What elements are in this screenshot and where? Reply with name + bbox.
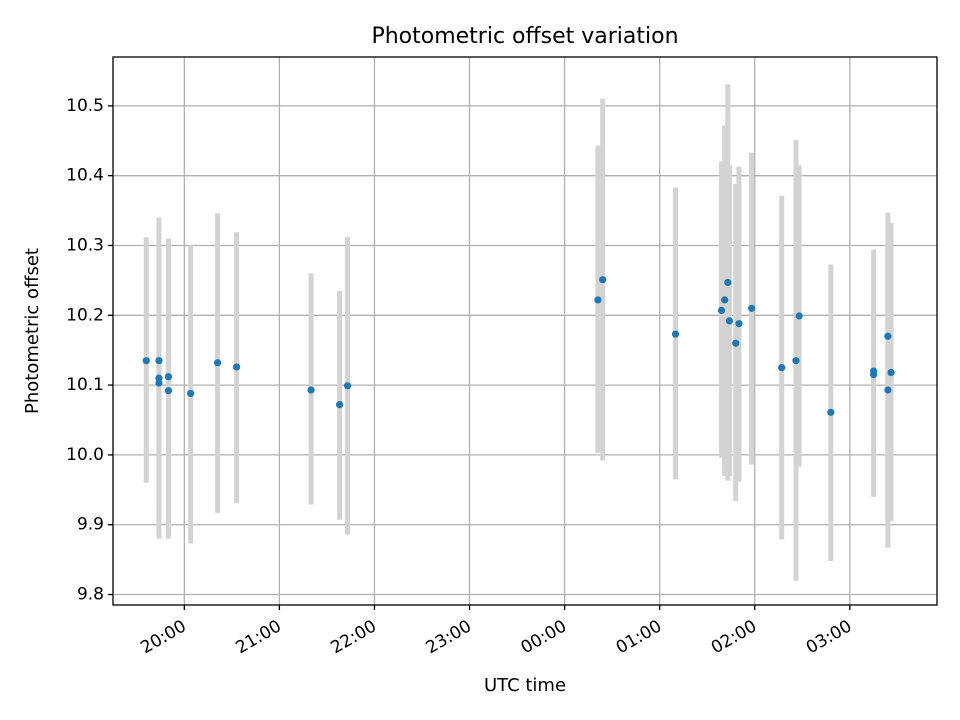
y-tick-label: 10.1 — [66, 375, 104, 395]
data-point — [721, 296, 729, 304]
data-point — [233, 363, 241, 371]
x-tick-label: 20:00 — [137, 616, 189, 658]
data-point — [748, 304, 756, 312]
data-point — [725, 317, 734, 325]
data-point — [599, 276, 607, 284]
x-tick-label: 01:00 — [613, 616, 665, 658]
y-tick-label: 10.3 — [66, 235, 104, 255]
x-axis-label: UTC time — [484, 675, 566, 696]
data-point — [187, 389, 195, 398]
chart-title: Photometric offset variation — [371, 24, 678, 49]
data-point — [213, 359, 222, 367]
y-axis-label: Photometric offset — [22, 248, 43, 414]
x-tick-label: 21:00 — [232, 616, 284, 658]
plot-frame — [112, 56, 938, 606]
data-point — [671, 330, 680, 338]
data-point — [142, 357, 150, 365]
data-point — [778, 364, 786, 372]
data-point — [870, 371, 878, 379]
data-point — [887, 368, 895, 377]
data-point — [884, 332, 892, 340]
x-tick-label: 22:00 — [328, 616, 380, 658]
data-point — [792, 357, 800, 365]
y-tick-label: 10.4 — [66, 166, 104, 186]
data-point — [164, 387, 173, 395]
data-point — [594, 296, 602, 304]
data-point — [795, 312, 803, 320]
data-point — [343, 382, 352, 390]
data-point — [732, 339, 740, 347]
y-tick-label: 10.2 — [66, 305, 104, 325]
data-point — [884, 386, 892, 394]
data-point — [336, 401, 344, 409]
y-tick-label: 9.9 — [77, 515, 104, 535]
data-point — [717, 306, 726, 315]
data-point — [155, 379, 163, 387]
data-point — [155, 357, 163, 365]
y-tick-label: 10.5 — [66, 96, 104, 116]
data-point — [827, 408, 835, 416]
tick-layer: 20:00 21:00 22:00 23:00 00:00 01:00 02:00 03:00… — [66, 96, 855, 658]
errorbar-layer — [143, 84, 894, 581]
data-point — [724, 278, 732, 287]
y-tick-label: 10.0 — [66, 445, 104, 465]
data-point — [164, 373, 173, 381]
data-point — [307, 386, 315, 394]
x-tick-label: 00:00 — [518, 616, 570, 658]
x-tick-label: 23:00 — [423, 616, 475, 658]
x-tick-label: 02:00 — [708, 616, 760, 658]
data-point — [735, 320, 743, 328]
y-tick-label: 9.8 — [77, 585, 104, 605]
x-tick-label: 03:00 — [803, 616, 855, 658]
point-layer — [142, 276, 895, 416]
